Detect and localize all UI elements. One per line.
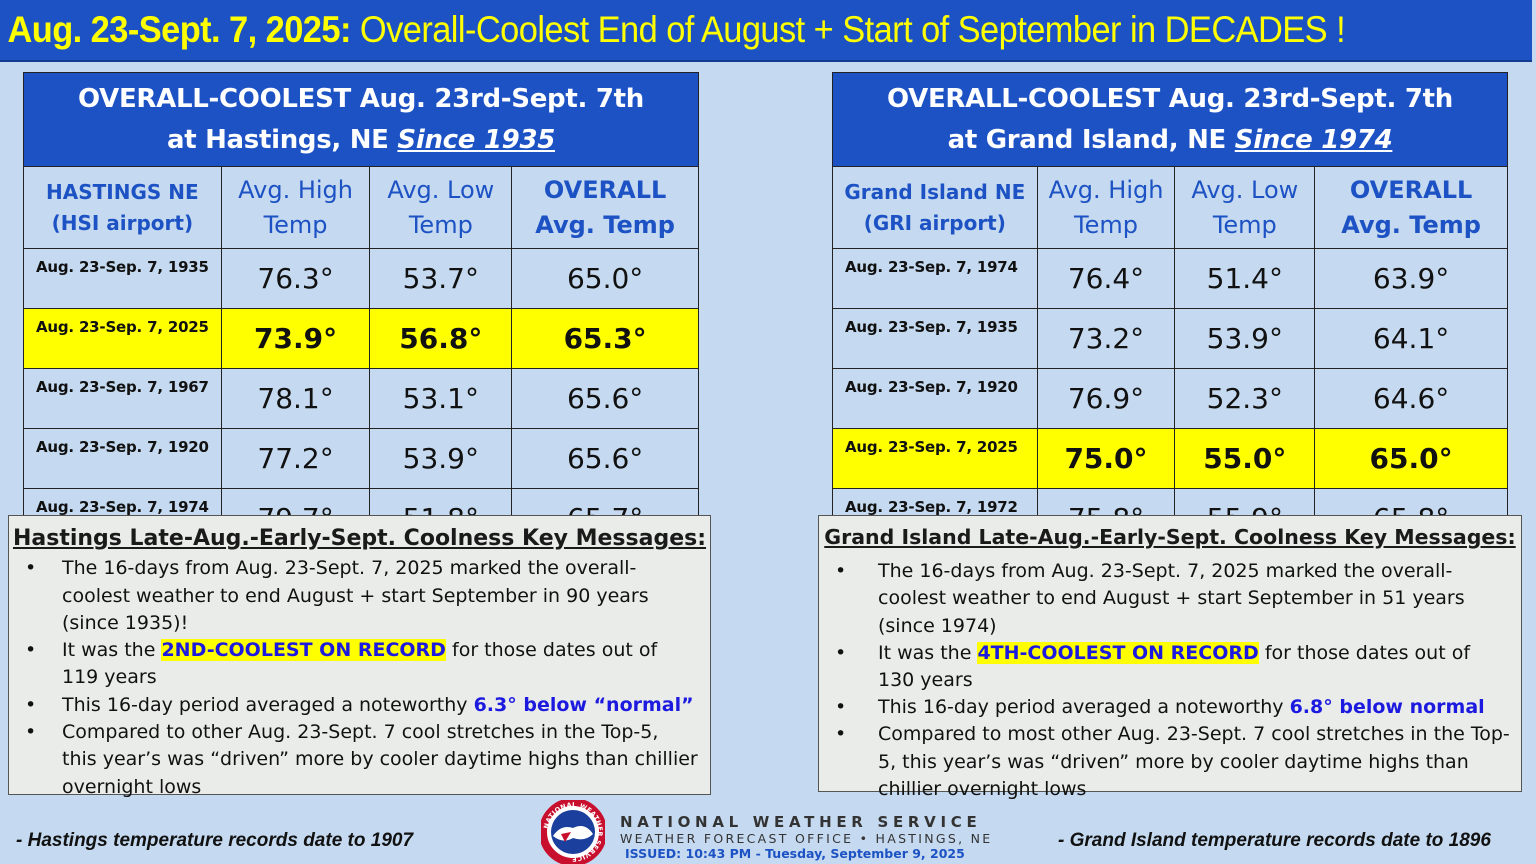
list-item: It was the 4TH-COOLEST ON RECORD for tho… xyxy=(819,640,1511,694)
departure-highlight: 6.3° below “normal” xyxy=(473,693,694,716)
overall-avg-value: 65.6° xyxy=(511,368,699,429)
period-label: Aug. 23-Sep. 7, 1974 xyxy=(832,248,1038,309)
table-row-highlighted: Aug. 23-Sep. 7, 2025 75.0° 55.0° 65.0° xyxy=(832,428,1508,489)
list-item: It was the 2ND-COOLEST ON RECORD for tho… xyxy=(9,637,698,692)
hastings-avg-high-header: Avg. High Temp xyxy=(220,166,371,249)
grand-island-key-messages: Grand Island Late-Aug.-Early-Sept. Cooln… xyxy=(818,515,1522,800)
departure-highlight: 6.8° below normal xyxy=(1289,696,1485,719)
hastings-avg-low-header: Avg. Low Temp xyxy=(369,166,513,249)
nws-logo-icon: NATIONAL WEATHER SERVICE xyxy=(541,800,605,864)
grand-island-messages-title: Grand Island Late-Aug.-Early-Sept. Cooln… xyxy=(824,525,1516,549)
overall-avg-value: 65.0° xyxy=(511,248,699,309)
hastings-since: Since 1935 xyxy=(397,124,556,155)
avg-low-value: 53.7° xyxy=(369,248,513,309)
avg-high-value: 73.9° xyxy=(220,308,371,369)
banner-headline: Overall-Coolest End of August + Start of… xyxy=(359,9,1346,50)
avg-low-value: 53.9° xyxy=(369,428,513,489)
period-label: Aug. 23-Sep. 7, 1920 xyxy=(832,368,1038,429)
grand-island-title-line2: at Grand Island, NE Since 1974 xyxy=(947,124,1393,155)
avg-low-value: 51.4° xyxy=(1174,248,1316,309)
grand-island-avg-high-header: Avg. High Temp xyxy=(1036,166,1176,249)
hastings-messages-list: The 16-days from Aug. 23-Sept. 7, 2025 m… xyxy=(9,555,710,801)
overall-avg-value: 65.6° xyxy=(511,428,699,489)
avg-high-value: 73.2° xyxy=(1036,308,1176,369)
overall-avg-value: 65.3° xyxy=(511,308,699,369)
grand-island-since: Since 1974 xyxy=(1234,124,1393,155)
hastings-title-line1: OVERALL-COOLEST Aug. 23rd-Sept. 7th xyxy=(78,83,644,114)
period-label: Aug. 23-Sep. 7, 1935 xyxy=(23,248,222,309)
hastings-key-messages: Hastings Late-Aug.-Early-Sept. Coolness … xyxy=(8,515,711,798)
rank-highlight: 4TH-COOLEST ON RECORD xyxy=(977,641,1259,664)
hastings-station-header: HASTINGS NE (HSI airport) xyxy=(23,166,222,249)
grand-island-title-line1: OVERALL-COOLEST Aug. 23rd-Sept. 7th xyxy=(887,83,1453,114)
table-row: Aug. 23-Sep. 7, 1920 76.9° 52.3° 64.6° xyxy=(832,368,1508,429)
table-row: Aug. 23-Sep. 7, 1920 77.2° 53.9° 65.6° xyxy=(23,428,699,489)
avg-high-value: 78.1° xyxy=(220,368,371,429)
grand-island-avg-low-header: Avg. Low Temp xyxy=(1174,166,1316,249)
hastings-messages-title: Hastings Late-Aug.-Early-Sept. Coolness … xyxy=(12,526,707,551)
grand-island-table-title: OVERALL-COOLEST Aug. 23rd-Sept. 7th at G… xyxy=(832,72,1508,167)
grand-island-messages-list: The 16-days from Aug. 23-Sept. 7, 2025 m… xyxy=(819,558,1521,803)
grand-island-footnote: - Grand Island temperature records date … xyxy=(1058,830,1491,851)
avg-low-value: 56.8° xyxy=(369,308,513,369)
overall-avg-value: 64.6° xyxy=(1314,368,1508,429)
table-row: Aug. 23-Sep. 7, 1935 73.2° 53.9° 64.1° xyxy=(832,308,1508,369)
period-label: Aug. 23-Sep. 7, 2025 xyxy=(23,308,222,369)
list-item: Compared to most other Aug. 23-Sept. 7 c… xyxy=(819,721,1511,803)
nws-office-block: NATIONAL WEATHER SERVICE WEATHER FORECAS… xyxy=(620,813,993,862)
avg-low-value: 53.1° xyxy=(369,368,513,429)
grand-island-station-header: Grand Island NE (GRI airport) xyxy=(832,166,1038,249)
avg-high-value: 76.4° xyxy=(1036,248,1176,309)
table-row-highlighted: Aug. 23-Sep. 7, 2025 73.9° 56.8° 65.3° xyxy=(23,308,699,369)
list-item: The 16-days from Aug. 23-Sept. 7, 2025 m… xyxy=(9,555,698,637)
nws-name: NATIONAL WEATHER SERVICE xyxy=(620,813,982,831)
hastings-footnote: - Hastings temperature records date to 1… xyxy=(16,830,414,851)
title-banner: Aug. 23-Sept. 7, 2025: Overall-Coolest E… xyxy=(0,0,1532,62)
avg-low-value: 55.0° xyxy=(1174,428,1316,489)
rank-highlight: 2ND-COOLEST ON RECORD xyxy=(161,639,446,662)
avg-low-value: 52.3° xyxy=(1174,368,1316,429)
list-item: Compared to other Aug. 23-Sept. 7 cool s… xyxy=(9,719,698,801)
hastings-overall-header: OVERALL Avg. Temp xyxy=(511,166,699,249)
grand-island-records-table: OVERALL-COOLEST Aug. 23rd-Sept. 7th at G… xyxy=(832,72,1508,549)
list-item: This 16-day period averaged a noteworthy… xyxy=(819,694,1511,721)
issued-timestamp: ISSUED: 10:43 PM - Tuesday, September 9,… xyxy=(625,846,965,861)
avg-high-value: 76.9° xyxy=(1036,368,1176,429)
overall-avg-value: 64.1° xyxy=(1314,308,1508,369)
nws-office: WEATHER FORECAST OFFICE • HASTINGS, NE xyxy=(620,831,993,846)
hastings-records-table: OVERALL-COOLEST Aug. 23rd-Sept. 7th at H… xyxy=(23,72,699,549)
avg-low-value: 53.9° xyxy=(1174,308,1316,369)
banner-date: Aug. 23-Sept. 7, 2025: xyxy=(7,9,351,50)
overall-avg-value: 63.9° xyxy=(1314,248,1508,309)
table-row: Aug. 23-Sep. 7, 1974 76.4° 51.4° 63.9° xyxy=(832,248,1508,309)
avg-high-value: 75.0° xyxy=(1036,428,1176,489)
period-label: Aug. 23-Sep. 7, 1920 xyxy=(23,428,222,489)
table-row: Aug. 23-Sep. 7, 1967 78.1° 53.1° 65.6° xyxy=(23,368,699,429)
overall-avg-value: 65.0° xyxy=(1314,428,1508,489)
grand-island-overall-header: OVERALL Avg. Temp xyxy=(1314,166,1508,249)
avg-high-value: 76.3° xyxy=(220,248,371,309)
avg-high-value: 77.2° xyxy=(220,428,371,489)
list-item: This 16-day period averaged a noteworthy… xyxy=(9,692,698,720)
list-item: The 16-days from Aug. 23-Sept. 7, 2025 m… xyxy=(819,558,1511,640)
period-label: Aug. 23-Sep. 7, 1935 xyxy=(832,308,1038,369)
period-label: Aug. 23-Sep. 7, 2025 xyxy=(832,428,1038,489)
hastings-table-title: OVERALL-COOLEST Aug. 23rd-Sept. 7th at H… xyxy=(23,72,699,167)
hastings-title-line2: at Hastings, NE Since 1935 xyxy=(166,124,556,155)
period-label: Aug. 23-Sep. 7, 1967 xyxy=(23,368,222,429)
table-row: Aug. 23-Sep. 7, 1935 76.3° 53.7° 65.0° xyxy=(23,248,699,309)
